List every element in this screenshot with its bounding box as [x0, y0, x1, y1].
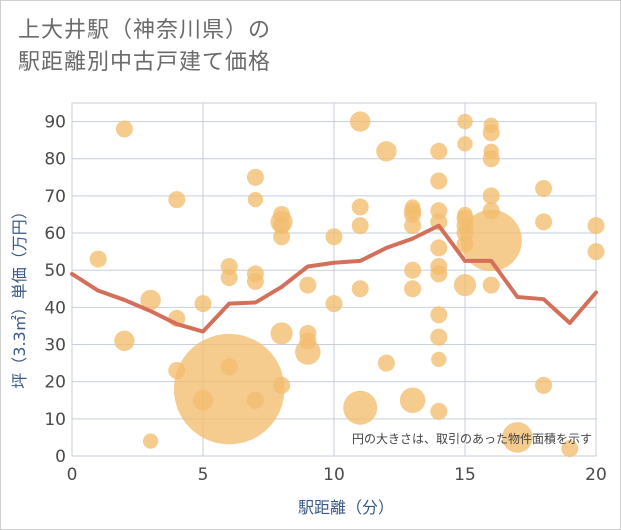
data-bubble	[430, 172, 448, 190]
y-tick-label: 0	[55, 447, 66, 467]
x-tick-label: 20	[585, 465, 607, 485]
data-bubble	[482, 124, 500, 142]
data-bubble	[457, 113, 473, 130]
data-bubble	[561, 440, 579, 458]
data-bubble	[376, 141, 397, 162]
data-bubble	[457, 136, 473, 152]
chart-title: 上大井駅（神奈川県）の 駅距離別中古戸建て価格	[18, 15, 271, 79]
data-bubble	[587, 243, 605, 261]
chart-title-line-2: 駅距離別中古戸建て価格	[18, 50, 272, 75]
data-bubble	[404, 280, 422, 298]
data-bubble	[351, 198, 369, 216]
x-tick-label: 10	[323, 465, 345, 485]
data-bubble	[430, 142, 448, 160]
data-bubble	[350, 111, 371, 132]
data-bubble	[404, 261, 422, 279]
average-line-layer	[70, 223, 598, 334]
y-tick-label: 60	[44, 224, 66, 244]
data-bubble	[430, 402, 448, 420]
y-tick-label: 70	[44, 187, 66, 207]
data-bubble	[246, 272, 264, 290]
data-bubble	[140, 289, 161, 311]
data-bubble	[246, 168, 264, 186]
data-bubble	[399, 387, 426, 414]
data-bubble	[482, 150, 500, 168]
data-bubble	[114, 330, 135, 352]
chart-title-line-1: 上大井駅（神奈川県）の	[18, 18, 272, 43]
y-tick-label: 20	[44, 373, 66, 393]
data-bubble	[351, 280, 369, 298]
data-bubble	[502, 422, 533, 453]
y-tick-label: 80	[44, 150, 66, 170]
data-bubble	[587, 217, 605, 235]
y-tick-label: 50	[44, 261, 66, 281]
data-bubble	[325, 228, 343, 246]
x-tick-label: 0	[67, 465, 78, 485]
data-bubble	[246, 391, 264, 409]
data-bubble	[273, 228, 291, 246]
data-bubble	[535, 179, 553, 197]
data-bubble	[115, 120, 133, 138]
data-bubble	[453, 274, 477, 297]
data-bubble	[460, 209, 522, 272]
y-tick-label: 40	[44, 298, 66, 318]
grid-lines	[71, 102, 597, 457]
data-bubble	[351, 217, 369, 235]
data-bubble	[377, 354, 395, 372]
data-bubble	[325, 295, 343, 313]
data-bubble	[299, 276, 317, 294]
bubble-size-note: 円の大きさは、取引のあった物件面積を示す	[352, 431, 592, 446]
data-bubble	[482, 276, 500, 294]
data-bubble	[535, 213, 553, 231]
y-axis-label: 坪（3.3㎡）単価（万円）	[10, 203, 29, 388]
data-bubble	[535, 376, 553, 394]
data-bubble	[142, 433, 159, 449]
data-bubble	[430, 265, 448, 283]
tick-labels: 0 5 10 15 20 0 10 20 30 40 50 60 70 80 90	[44, 113, 606, 485]
data-bubble	[168, 191, 186, 209]
data-bubble	[194, 295, 212, 313]
data-bubble	[173, 333, 285, 445]
average-price-line	[70, 223, 598, 334]
bubble-layer	[89, 111, 605, 458]
data-bubble	[89, 250, 107, 268]
data-bubble	[482, 187, 500, 205]
data-bubble	[404, 217, 422, 235]
data-bubble	[270, 322, 293, 345]
data-bubble	[247, 191, 264, 208]
y-tick-label: 10	[44, 410, 66, 430]
x-tick-label: 5	[198, 465, 209, 485]
data-bubble	[430, 239, 448, 257]
x-axis-label: 駅距離（分）	[298, 498, 394, 517]
data-bubble	[295, 339, 321, 365]
x-tick-label: 15	[454, 465, 476, 485]
data-bubble	[220, 269, 238, 287]
data-bubble	[343, 390, 378, 425]
y-tick-label: 30	[44, 336, 66, 356]
data-bubble	[430, 328, 448, 346]
data-bubble	[273, 376, 291, 394]
y-tick-label: 90	[44, 113, 66, 133]
data-bubble	[430, 306, 448, 324]
data-bubble	[431, 351, 447, 368]
